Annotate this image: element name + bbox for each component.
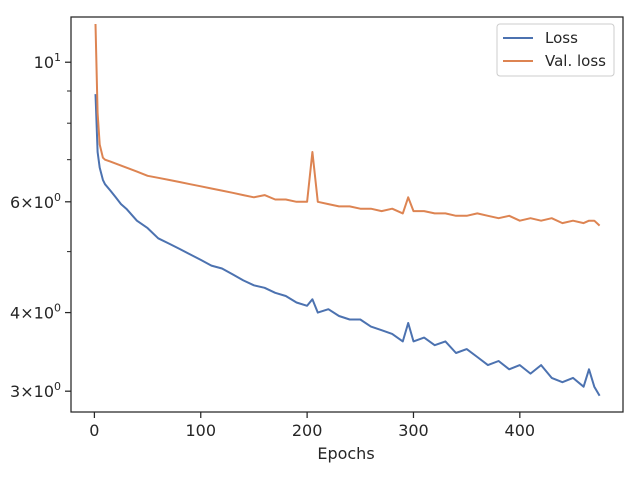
y-tick-label: 6×100: [10, 191, 61, 212]
x-axis-title: Epochs: [317, 444, 374, 463]
y-tick-label: 4×100: [10, 302, 61, 323]
x-tick-label: 400: [505, 421, 536, 440]
x-tick-label: 100: [185, 421, 216, 440]
series-line-val-loss: [94, 23, 601, 227]
x-tick-label: 200: [292, 421, 323, 440]
series-line-loss: [94, 94, 601, 397]
x-tick-label: 0: [89, 421, 99, 440]
axes-layer: 0 100 200 300 400 3×100 4×100 6×100 101: [10, 16, 624, 440]
legend-label-loss: Loss: [545, 29, 578, 47]
y-tick-label: 101: [34, 51, 61, 72]
legend-label-val-loss: Val. loss: [545, 52, 606, 70]
y-tick-label: 3×100: [10, 380, 61, 401]
x-tick-label: 300: [398, 421, 429, 440]
plot-frame: [70, 16, 624, 413]
series-layer: [94, 23, 601, 397]
legend: Loss Val. loss: [496, 23, 615, 77]
